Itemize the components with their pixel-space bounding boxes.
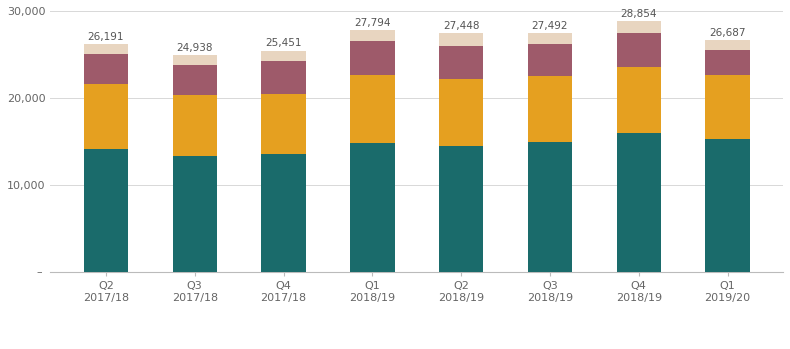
- Bar: [261, 61, 306, 94]
- Text: 27,794: 27,794: [354, 18, 390, 28]
- Bar: [705, 75, 750, 139]
- Bar: [172, 65, 217, 95]
- Text: –: –: [36, 267, 42, 277]
- Bar: [350, 42, 394, 75]
- Text: 26,191: 26,191: [88, 32, 124, 42]
- Bar: [261, 51, 306, 61]
- Bar: [439, 46, 483, 79]
- Bar: [439, 146, 483, 272]
- Bar: [705, 50, 750, 75]
- Bar: [528, 33, 572, 44]
- Bar: [350, 30, 394, 42]
- Text: 26,687: 26,687: [709, 28, 746, 38]
- Bar: [616, 67, 661, 133]
- Bar: [172, 55, 217, 65]
- Bar: [261, 94, 306, 154]
- Bar: [616, 133, 661, 272]
- Bar: [528, 44, 572, 76]
- Bar: [84, 149, 128, 272]
- Bar: [84, 44, 128, 54]
- Text: 25,451: 25,451: [265, 38, 302, 49]
- Bar: [528, 142, 572, 272]
- Bar: [350, 143, 394, 272]
- Text: 27,448: 27,448: [443, 21, 480, 31]
- Bar: [172, 95, 217, 156]
- Bar: [616, 33, 661, 67]
- Bar: [705, 139, 750, 272]
- Bar: [439, 79, 483, 146]
- Bar: [172, 156, 217, 272]
- Bar: [350, 75, 394, 143]
- Bar: [261, 154, 306, 272]
- Text: 24,938: 24,938: [176, 43, 213, 53]
- Bar: [84, 54, 128, 84]
- Bar: [439, 33, 483, 46]
- Bar: [84, 84, 128, 149]
- Bar: [705, 40, 750, 50]
- Text: 27,492: 27,492: [532, 21, 568, 31]
- Bar: [616, 21, 661, 33]
- Bar: [528, 76, 572, 142]
- Text: 28,854: 28,854: [620, 9, 657, 19]
